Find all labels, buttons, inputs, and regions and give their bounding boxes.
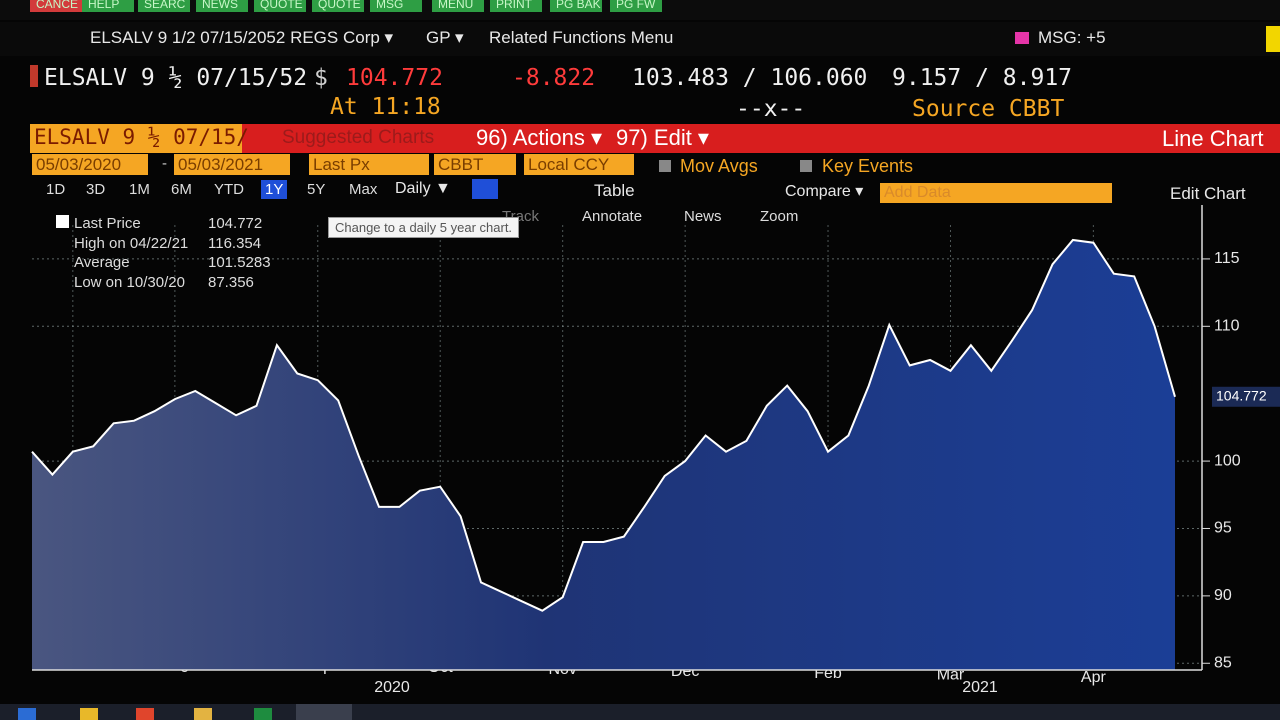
period-button[interactable]: 1M (129, 181, 150, 198)
toolbar-button[interactable]: SEARC (138, 0, 190, 12)
ticker: ELSALV 9 ½ 07/15/52 (44, 65, 308, 91)
toolbar-button[interactable]: NEWS (196, 0, 248, 12)
chart-ticker: ELSALV 9 ½ 07/15/ (34, 125, 249, 149)
period-button[interactable]: 5Y (307, 181, 326, 198)
tooltip: Change to a daily 5 year chart. (328, 217, 520, 238)
bid-ask: 103.483 / 106.060 (632, 65, 868, 91)
legend-value: 87.356 (208, 273, 254, 291)
status-marker (30, 65, 38, 87)
toolbar-button[interactable]: HELP (82, 0, 134, 12)
x-tick-label: Apr (1081, 669, 1107, 686)
legend-label: Low on 10/30/20 (74, 273, 185, 291)
edit-chart[interactable]: Edit Chart (1170, 184, 1246, 203)
y-tick-label: 100 (1214, 452, 1241, 469)
field-select[interactable]: Last Px (309, 154, 429, 175)
toolbar-button[interactable]: PG BAK (550, 0, 602, 12)
year-label: 2021 (962, 679, 998, 696)
checkbox (800, 160, 812, 172)
compare-menu[interactable]: Compare ▾ (785, 183, 864, 200)
period-button[interactable]: YTD (214, 181, 244, 198)
toolbar-button[interactable]: PRINT (490, 0, 542, 12)
y-tick-label: 90 (1214, 587, 1232, 604)
area-fill (32, 240, 1175, 670)
source: Source CBBT (912, 96, 1065, 122)
nav-bar (0, 22, 1280, 56)
tool-button[interactable]: Zoom (760, 208, 799, 225)
ticker-box (30, 124, 242, 153)
y-tick-label: 95 (1214, 520, 1232, 537)
tool-button[interactable]: Annotate (582, 208, 643, 225)
period-button[interactable]: Max (349, 181, 378, 198)
toolbar-button[interactable]: MENU (432, 0, 484, 12)
time: At 11:18 (330, 94, 441, 120)
size: --x-- (736, 96, 806, 122)
messages[interactable]: MSG: +5 (1038, 28, 1106, 47)
change: -8.822 (512, 65, 596, 91)
taskbar (0, 704, 1280, 720)
toolbar-button[interactable]: PG FW (610, 0, 662, 12)
period-button[interactable]: 1Y (261, 180, 288, 199)
period-button[interactable]: 6M (171, 181, 192, 198)
date-separator: - (162, 155, 167, 172)
legend-checkbox (56, 215, 69, 228)
x-tick-label: Mar (937, 667, 965, 684)
y-tick-label: 110 (1214, 318, 1240, 335)
legend-value: 116.354 (208, 234, 262, 252)
y-tick-label: 85 (1214, 654, 1232, 671)
taskbar-icon (194, 708, 212, 720)
tool-button[interactable]: News (684, 208, 722, 225)
taskbar-icon (80, 708, 98, 720)
source-select[interactable]: CBBT (434, 154, 516, 175)
taskbar-icon (136, 708, 154, 720)
msg-icon (1015, 32, 1029, 44)
currency-select[interactable]: Local CCY (524, 154, 634, 175)
period-button[interactable]: 1D (46, 181, 66, 198)
security-menu[interactable]: ELSALV 9 1/2 07/15/2052 REGS Corp ▾ (90, 28, 394, 47)
taskbar-icon (18, 708, 36, 720)
function-menu[interactable]: GP ▾ (426, 28, 464, 47)
end-date[interactable]: 05/03/2021 (174, 154, 290, 175)
yields: 9.157 / 8.917 (892, 65, 1073, 91)
y-tick-label: 115 (1214, 250, 1240, 267)
currency: $ (314, 65, 328, 91)
edit-menu[interactable]: 97) Edit ▾ (616, 125, 709, 150)
last-value-label: 104.772 (1216, 387, 1267, 403)
related-menu[interactable]: Related Functions Menu (489, 28, 674, 47)
year-label: 2020 (374, 679, 410, 696)
chart-type: Line Chart (1162, 126, 1264, 151)
start-date[interactable]: 05/03/2020 (32, 154, 148, 175)
toolbar-button[interactable]: QUOTE (312, 0, 364, 12)
suggested-charts[interactable]: Suggested Charts (282, 127, 435, 148)
legend-value: 104.772 (208, 215, 263, 232)
toolbar-button[interactable]: CANCE (30, 0, 82, 12)
taskbar-icon (254, 708, 272, 720)
table-button[interactable]: Table (594, 181, 635, 200)
legend-label: Last Price (74, 215, 141, 232)
mov-avgs[interactable]: Mov Avgs (680, 156, 758, 176)
actions-menu[interactable]: 96) Actions ▾ (476, 125, 602, 150)
key-events[interactable]: Key Events (822, 156, 914, 176)
help-icon (1266, 26, 1280, 52)
taskbar-icon (296, 704, 352, 720)
toolbar-button[interactable]: QUOTE (254, 0, 306, 12)
add-data[interactable]: Add Data (880, 183, 1112, 203)
line-icon (472, 179, 498, 199)
price-line (31, 238, 1176, 612)
legend-label: High on 04/22/21 (74, 234, 189, 252)
period-button[interactable]: 3D (86, 181, 106, 198)
toolbar-button[interactable]: MSG (370, 0, 422, 12)
frequency-menu[interactable]: Daily ▼ (395, 180, 451, 197)
legend-value: 101.5283 (208, 254, 271, 271)
last-price: 104.772 (346, 65, 443, 91)
last-value-box (1212, 386, 1280, 407)
checkbox (659, 160, 671, 172)
legend-label: Average (74, 254, 130, 271)
